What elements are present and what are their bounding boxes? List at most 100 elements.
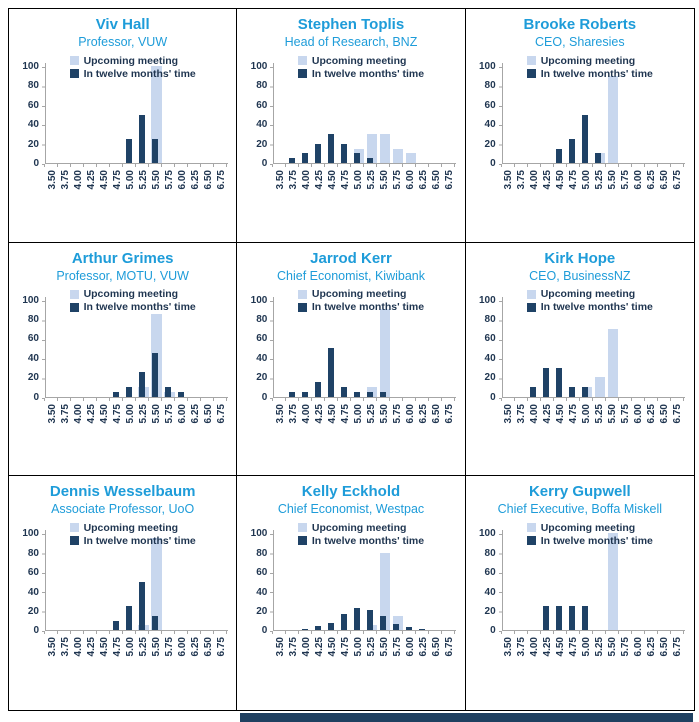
- legend-item-twelve-months: In twelve months' time: [69, 301, 196, 314]
- x-tick-label: 5.25: [137, 170, 149, 190]
- upcoming-meeting-swatch-icon: [526, 56, 536, 65]
- x-tick-label: 3.75: [287, 403, 299, 424]
- y-tick-label: 100: [22, 294, 39, 306]
- x-tick-label: 5.25: [594, 170, 606, 190]
- y-tick-label: 40: [27, 119, 39, 131]
- x-tick-label: 5.00: [124, 637, 136, 657]
- y-tick-label: 80: [27, 80, 39, 92]
- x-tick-label: 4.25: [313, 403, 325, 424]
- cutoff-next-row-band: [240, 713, 693, 722]
- y-tick-label: 60: [484, 99, 496, 111]
- y-axis-ticks: [270, 300, 274, 399]
- x-tick-label: 6.25: [417, 170, 429, 190]
- x-axis-ticks: [272, 164, 457, 167]
- twelve-months-swatch-icon: [69, 302, 79, 312]
- plot-area: [270, 63, 457, 165]
- twelve-months-swatch-icon: [297, 302, 307, 312]
- x-tick-label: 4.50: [98, 170, 110, 190]
- x-tick-label: 6.50: [202, 637, 214, 657]
- legend-item-upcoming: Upcoming meeting: [69, 521, 196, 534]
- x-tick-label: 6.75: [672, 637, 684, 657]
- x-tick-label: 5.25: [365, 403, 377, 424]
- x-tick-label: 3.75: [516, 637, 528, 657]
- plot-column: 3.50 3.75 4.00 4.25 4.50 4.75 5.00 5.25 5.50 5.75…: [498, 530, 685, 674]
- twelve-months-swatch-icon: [297, 536, 307, 546]
- bar-twelve-months-5.75: [164, 386, 171, 397]
- bar-upcoming-5.50: [151, 66, 162, 163]
- bar-twelve-months-5.25: [595, 153, 602, 163]
- legend-twelve-label: In twelve months' time: [83, 67, 196, 80]
- chart-legend: Upcoming meeting In twelve months' time: [297, 54, 425, 80]
- legend-upcoming-label: Upcoming meeting: [540, 54, 636, 67]
- legend-item-twelve-months: In twelve months' time: [526, 67, 653, 80]
- bar-upcoming-5.50: [607, 533, 619, 631]
- x-tick-label: 5.50: [378, 637, 390, 657]
- y-tick-label: 0: [490, 625, 496, 637]
- x-tick-label: 6.50: [659, 403, 671, 424]
- legend-twelve-label: In twelve months' time: [540, 67, 653, 80]
- x-tick-label: 6.75: [215, 637, 227, 657]
- x-tick-label: 5.50: [150, 170, 162, 190]
- twelve-months-swatch-icon: [69, 69, 79, 78]
- y-axis-ticks: [498, 300, 502, 399]
- bar-twelve-months-5.25: [367, 391, 374, 397]
- x-tick-label: 5.50: [378, 170, 390, 190]
- x-axis-labels: 3.50 3.75 4.00 4.25 4.50 4.75 5.00 5.25 5.50 5.75…: [502, 401, 685, 441]
- y-axis-ticks: [270, 67, 274, 165]
- bar-twelve-months-4.75: [341, 143, 348, 163]
- x-tick-label: 4.50: [555, 403, 567, 424]
- legend-upcoming-label: Upcoming meeting: [311, 521, 407, 534]
- x-tick-label: 3.50: [46, 403, 58, 424]
- legend-item-upcoming: Upcoming meeting: [69, 288, 196, 301]
- x-tick-label: 5.50: [150, 637, 162, 657]
- x-tick-label: 4.50: [555, 637, 567, 657]
- x-axis-labels: 3.50 3.75 4.00 4.25 4.50 4.75 5.00 5.25 5.50 5.75…: [273, 634, 456, 674]
- bar-twelve-months-5.25: [367, 158, 374, 163]
- x-tick-label: 6.25: [646, 170, 658, 190]
- legend-upcoming-label: Upcoming meeting: [83, 521, 179, 534]
- x-tick-label: 5.75: [163, 170, 175, 190]
- plot-area: [270, 530, 457, 633]
- panelist-role: CEO, BusinessNZ: [529, 268, 631, 283]
- x-tick-label: 5.75: [620, 170, 632, 190]
- x-tick-label: 4.25: [85, 403, 97, 424]
- plot-column: 3.50 3.75 4.00 4.25 4.50 4.75 5.00 5.25 5.50 5.75…: [42, 530, 228, 674]
- bar-upcoming-5.25: [594, 377, 606, 397]
- probability-bar-chart: 100 80 60 40 20 0 3.50 3.75 4.00 4.25 4.50 4.75 5.0…: [237, 528, 464, 674]
- plot-column: 3.50 3.75 4.00 4.25 4.50 4.75 5.00 5.25 5.50 5.75…: [42, 63, 228, 207]
- x-tick-label: 5.50: [150, 403, 162, 424]
- x-tick-label: 6.25: [646, 403, 658, 424]
- x-tick-label: 5.75: [163, 403, 175, 424]
- upcoming-meeting-swatch-icon: [297, 289, 307, 299]
- y-tick-label: 80: [484, 314, 496, 326]
- x-tick-label: 5.75: [163, 637, 175, 657]
- twelve-months-swatch-icon: [526, 536, 536, 546]
- probability-bar-chart: 100 80 60 40 20 0 3.50 3.75 4.00 4.25 4.50 4.75 5.0…: [9, 528, 236, 674]
- y-tick-label: 60: [27, 567, 39, 579]
- legend-twelve-label: In twelve months' time: [311, 534, 425, 547]
- y-tick-label: 0: [490, 158, 496, 169]
- panelist-name: Stephen Toplis: [297, 16, 405, 33]
- y-axis: 100 80 60 40 20 0: [474, 295, 502, 403]
- bar-twelve-months-5.50: [380, 615, 387, 631]
- y-tick-label: 80: [256, 314, 268, 326]
- y-tick-label: 80: [256, 80, 268, 92]
- legend-twelve-label: In twelve months' time: [311, 67, 425, 80]
- y-tick-label: 80: [256, 547, 268, 559]
- bar-twelve-months-4.50: [328, 348, 335, 397]
- bar-twelve-months-4.00: [302, 153, 309, 163]
- panelist-role: CEO, Sharesies: [535, 35, 625, 49]
- x-tick-label: 4.75: [111, 637, 123, 657]
- y-axis-ticks: [42, 67, 45, 165]
- y-axis: 100 80 60 40 20 0: [474, 61, 502, 169]
- x-tick-label: 4.00: [529, 403, 541, 424]
- y-tick-label: 20: [27, 138, 39, 150]
- panelist-name: Kelly Eckhold: [301, 483, 401, 501]
- legend-item-upcoming: Upcoming meeting: [526, 54, 653, 67]
- y-axis-ticks: [270, 534, 274, 633]
- y-tick-label: 100: [22, 528, 39, 540]
- twelve-months-swatch-icon: [69, 536, 79, 546]
- bar-twelve-months-4.00: [302, 629, 309, 631]
- bar-twelve-months-4.75: [569, 386, 576, 397]
- y-tick-label: 20: [256, 138, 268, 150]
